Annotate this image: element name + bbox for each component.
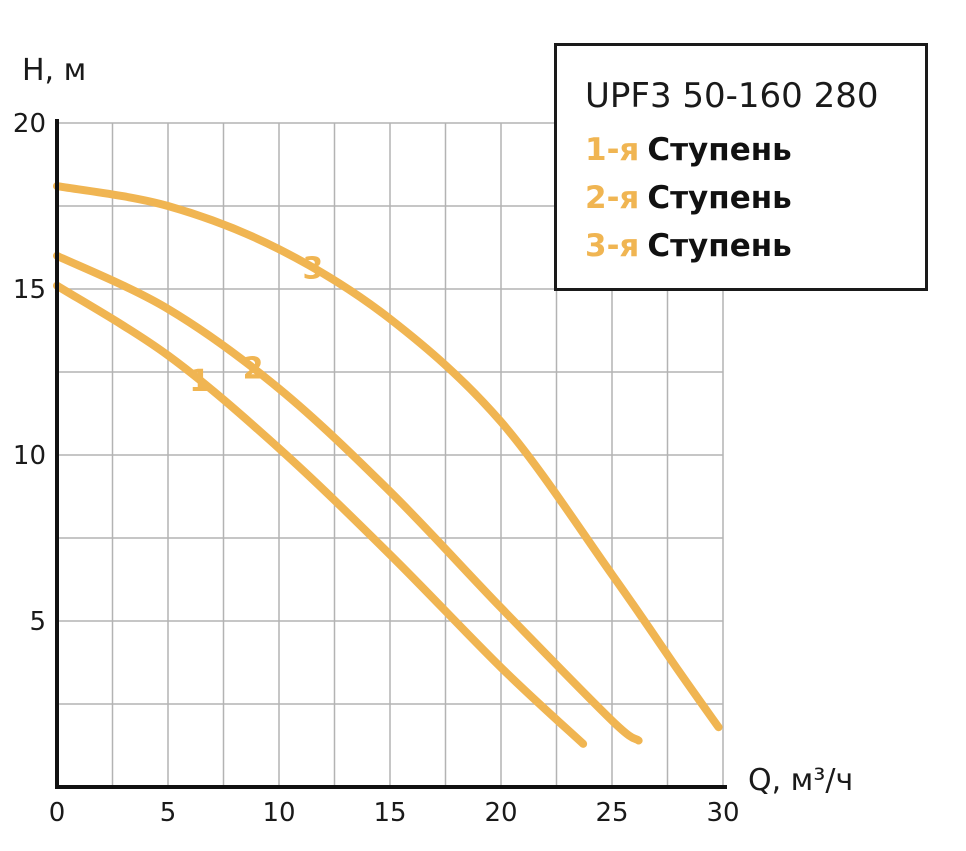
- y-axis-title: H, м: [22, 53, 86, 88]
- x-tick-label: 0: [49, 798, 66, 828]
- x-axis-title: Q, м³/ч: [748, 763, 853, 798]
- y-tick-label: 5: [29, 607, 46, 637]
- legend-item-3-num: 3-я: [585, 228, 640, 264]
- legend-item-1-text: Ступень: [647, 132, 792, 168]
- legend-item-3: 3-я Ступень: [585, 228, 792, 264]
- curve-series-1: [53, 281, 588, 748]
- legend: UPF3 50-160 280 1-я Ступень 2-я Ступень 3-…: [554, 43, 928, 291]
- axes: [55, 119, 727, 789]
- tick-labels: 0 5 10 15 20 25 30 5 10 15 20: [13, 109, 740, 828]
- x-tick-label: 5: [160, 798, 177, 828]
- curve-label-1: 1: [189, 364, 210, 399]
- y-tick-label: 10: [13, 441, 46, 471]
- x-tick-label: 15: [373, 798, 406, 828]
- curve-series-2: [53, 251, 643, 745]
- legend-item-2: 2-я Ступень: [585, 180, 792, 216]
- legend-item-1-num: 1-я: [585, 132, 640, 168]
- legend-item-2-num: 2-я: [585, 180, 640, 216]
- legend-item-2-text: Ступень: [647, 180, 792, 216]
- legend-item-1: 1-я Ступень: [585, 132, 792, 168]
- x-tick-label: 30: [706, 798, 739, 828]
- x-tick-label: 20: [484, 798, 517, 828]
- curve-labels: 1 2 3: [189, 251, 323, 399]
- curves: [53, 182, 723, 748]
- curve-label-3: 3: [303, 251, 324, 286]
- x-tick-label: 10: [262, 798, 295, 828]
- y-tick-label: 15: [13, 275, 46, 305]
- curve-series-3: [53, 182, 723, 732]
- y-tick-label: 20: [13, 109, 46, 139]
- curve-label-2: 2: [243, 351, 264, 386]
- legend-item-3-text: Ступень: [647, 228, 792, 264]
- legend-title: UPF3 50-160 280: [585, 76, 879, 116]
- x-tick-label: 25: [595, 798, 628, 828]
